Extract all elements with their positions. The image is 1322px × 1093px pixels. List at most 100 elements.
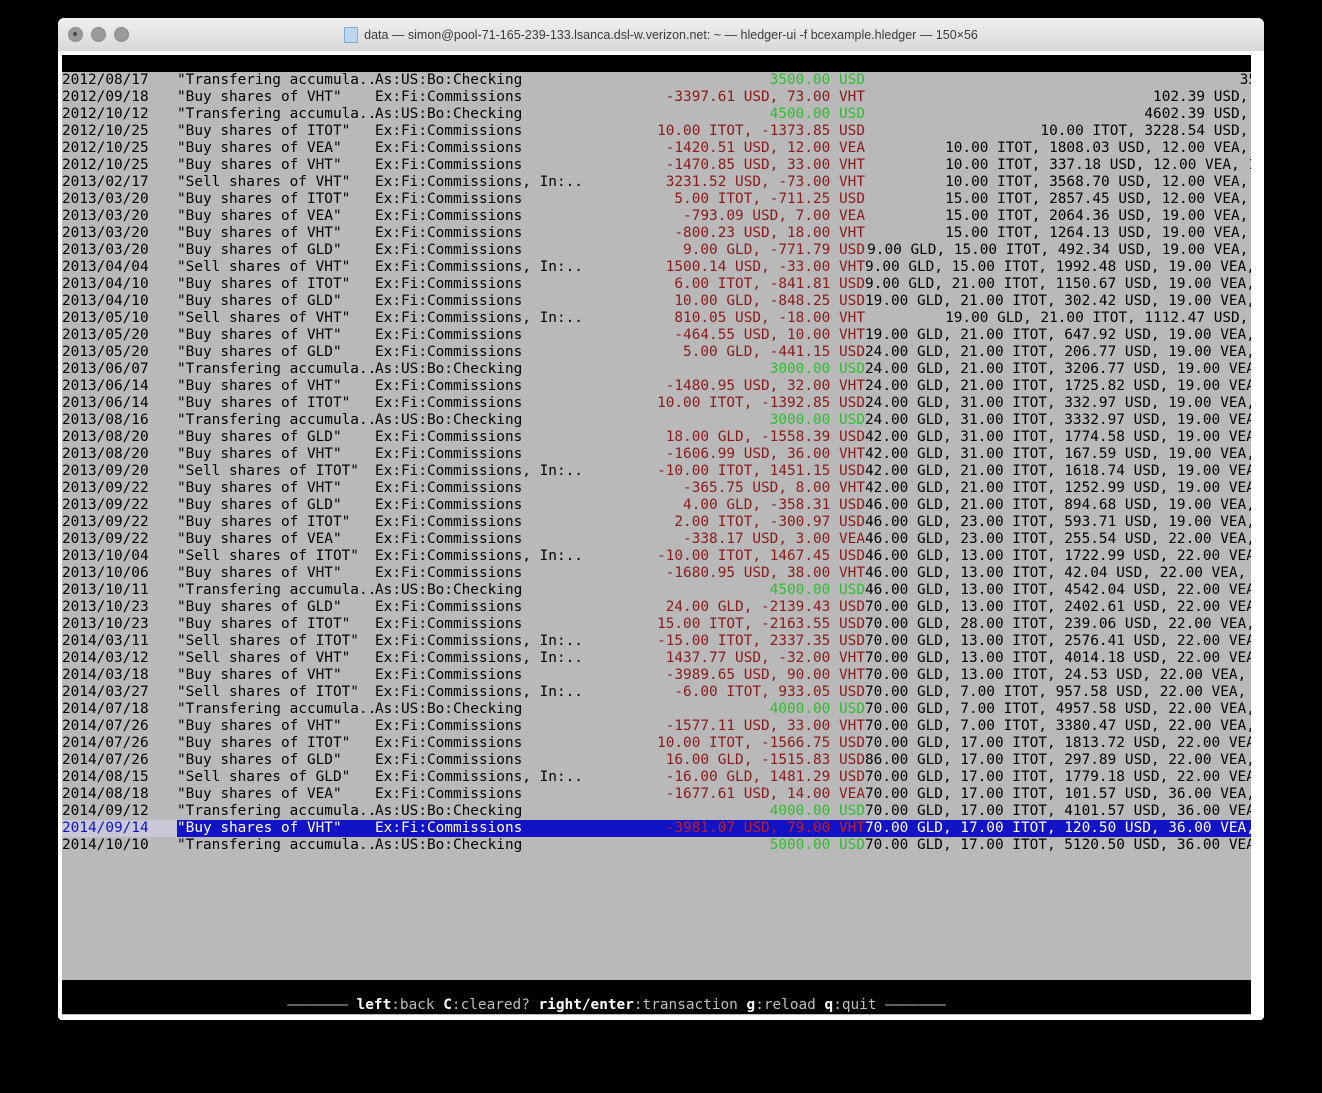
row-balance: 70.00 GLD, 17.00 ITOT, 101.57 USD, 36.00… <box>865 786 1264 802</box>
table-row[interactable]: 2013/09/22 "Buy shares of VEA" Ex:Fi:Commi… <box>62 531 1264 548</box>
table-row[interactable]: 2012/10/25 "Buy shares of VEA" Ex:Fi:Commi… <box>62 140 1264 157</box>
row-account: Ex:Fi:Commissions <box>375 157 523 173</box>
row-account: Ex:Fi:Commissions <box>375 667 523 683</box>
row-account: Ex:Fi:Commissions <box>375 123 523 139</box>
terminal-body: ——————————————————————— Assets:US:ETrade… <box>58 51 1264 1020</box>
row-date: 2013/09/22 <box>62 514 149 530</box>
table-row[interactable]: 2012/10/25 "Buy shares of ITOT" Ex:Fi:Comm… <box>62 123 1264 140</box>
row-date: 2014/07/18 <box>62 701 149 717</box>
row-amount: 10.00 ITOT, -1373.85 USD <box>657 123 865 139</box>
table-row[interactable]: 2013/04/04 "Sell shares of VHT" Ex:Fi:Comm… <box>62 259 1264 276</box>
status-key-quit[interactable]: q <box>824 997 834 1013</box>
row-date: 2014/07/26 <box>62 735 149 751</box>
window-titlebar[interactable]: data — simon@pool-71-165-239-133.lsanca.… <box>58 18 1264 52</box>
table-row[interactable]: 2013/05/20 "Buy shares of GLD" Ex:Fi:Commi… <box>62 344 1264 361</box>
table-row[interactable]: 2013/04/10 "Buy shares of GLD" Ex:Fi:Commi… <box>62 293 1264 310</box>
table-row[interactable]: 2013/10/23 "Buy shares of ITOT" Ex:Fi:Comm… <box>62 616 1264 633</box>
table-row[interactable]: 2013/09/22 "Buy shares of ITOT" Ex:Fi:Comm… <box>62 514 1264 531</box>
table-row[interactable]: 2014/09/14 "Buy shares of VHT" Ex:Fi:Commi… <box>62 820 1264 837</box>
table-row[interactable]: 2014/03/11 "Sell shares of ITOT" Ex:Fi:Com… <box>62 633 1264 650</box>
table-row[interactable]: 2013/02/17 "Sell shares of VHT" Ex:Fi:Comm… <box>62 174 1264 191</box>
row-account: Ex:Fi:Commissions <box>375 514 523 530</box>
row-date: 2013/06/14 <box>62 395 149 411</box>
window-controls[interactable] <box>68 18 129 51</box>
table-row[interactable]: 2013/04/10 "Buy shares of ITOT" Ex:Fi:Comm… <box>62 276 1264 293</box>
table-row[interactable]: 2013/05/10 "Sell shares of VHT" Ex:Fi:Comm… <box>62 310 1264 327</box>
status-key-reload[interactable]: g <box>746 997 756 1013</box>
row-amount: -15.00 ITOT, 2337.35 USD <box>657 633 865 649</box>
table-row[interactable]: 2013/09/22 "Buy shares of VHT" Ex:Fi:Commi… <box>62 480 1264 497</box>
table-row[interactable]: 2014/08/15 "Sell shares of GLD" Ex:Fi:Comm… <box>62 769 1264 786</box>
terminal-window: data — simon@pool-71-165-239-133.lsanca.… <box>58 18 1264 1020</box>
row-amount: 4500.00 USD <box>769 106 865 122</box>
table-row[interactable]: 2013/03/20 "Buy shares of VHT" Ex:Fi:Commi… <box>62 225 1264 242</box>
row-account: Ex:Fi:Commissions <box>375 446 523 462</box>
table-row[interactable]: 2014/07/18 "Transfering accumula..As:US:B… <box>62 701 1264 718</box>
row-description: "Buy shares of VHT" <box>177 378 342 394</box>
close-button[interactable] <box>68 27 83 42</box>
status-key-back[interactable]: left <box>356 997 392 1013</box>
table-row[interactable]: 2012/09/18 "Buy shares of VHT" Ex:Fi:Commi… <box>62 89 1264 106</box>
table-row[interactable]: 2013/09/20 "Sell shares of ITOT" Ex:Fi:Com… <box>62 463 1264 480</box>
row-balance: 19.00 GLD, 21.00 ITOT, 647.92 USD, 19.00… <box>865 327 1264 343</box>
table-row[interactable]: 2013/03/20 "Buy shares of VEA" Ex:Fi:Commi… <box>62 208 1264 225</box>
zoom-button[interactable] <box>114 27 129 42</box>
row-amount: -464.55 USD, 10.00 VHT <box>674 327 865 343</box>
table-row[interactable]: 2013/06/14 "Buy shares of VHT" Ex:Fi:Commi… <box>62 378 1264 395</box>
scrollbar[interactable] <box>1251 55 1264 1015</box>
table-row[interactable]: 2014/07/26 "Buy shares of VHT" Ex:Fi:Commi… <box>62 718 1264 735</box>
row-account: Ex:Fi:Commissions, In:.. <box>375 463 583 479</box>
table-row[interactable]: 2014/03/27 "Sell shares of ITOT" Ex:Fi:Com… <box>62 684 1264 701</box>
status-key-transaction[interactable]: right/enter <box>538 997 634 1013</box>
table-row[interactable]: 2014/10/10 "Transfering accumula..As:US:B… <box>62 837 1264 854</box>
row-balance: 15.00 ITOT, 1264.13 USD, 19.00 VEA, 51.0… <box>945 225 1264 241</box>
row-account: Ex:Fi:Commissions <box>375 293 523 309</box>
row-description: "Transfering accumula.. <box>177 412 377 428</box>
table-row[interactable]: 2012/10/25 "Buy shares of VHT" Ex:Fi:Commi… <box>62 157 1264 174</box>
row-balance: 9.00 GLD, 15.00 ITOT, 1992.48 USD, 19.00… <box>865 259 1264 275</box>
row-account: Ex:Fi:Commissions <box>375 276 523 292</box>
status-key-cleared?[interactable]: C <box>443 997 452 1013</box>
table-row[interactable]: 2013/10/11 "Transfering accumula..As:US:B… <box>62 582 1264 599</box>
row-description: "Buy shares of ITOT" <box>177 123 351 139</box>
table-row[interactable]: 2014/03/18 "Buy shares of VHT" Ex:Fi:Commi… <box>62 667 1264 684</box>
table-row[interactable]: 2013/08/16 "Transfering accumula..As:US:B… <box>62 412 1264 429</box>
table-row[interactable]: 2012/10/12 "Transfering accumula..As:US:B… <box>62 106 1264 123</box>
table-row[interactable]: 2014/07/26 "Buy shares of GLD" Ex:Fi:Commi… <box>62 752 1264 769</box>
row-amount: 16.00 GLD, -1515.83 USD <box>665 752 865 768</box>
row-date: 2013/08/20 <box>62 446 149 462</box>
table-row[interactable]: 2013/06/14 "Buy shares of ITOT" Ex:Fi:Comm… <box>62 395 1264 412</box>
table-row[interactable]: 2014/09/12 "Transfering accumula..As:US:B… <box>62 803 1264 820</box>
row-date: 2012/08/17 <box>62 72 149 88</box>
table-row[interactable]: 2013/03/20 "Buy shares of GLD" Ex:Fi:Commi… <box>62 242 1264 259</box>
table-row[interactable]: 2013/08/20 "Buy shares of GLD" Ex:Fi:Commi… <box>62 429 1264 446</box>
table-row[interactable]: 2014/03/12 "Sell shares of VHT" Ex:Fi:Comm… <box>62 650 1264 667</box>
table-row[interactable]: 2013/09/22 "Buy shares of GLD" Ex:Fi:Commi… <box>62 497 1264 514</box>
row-description: "Sell shares of VHT" <box>177 259 351 275</box>
minimize-button[interactable] <box>91 27 106 42</box>
transactions-list[interactable]: 2012/08/17 "Transfering accumula.. As:US:B… <box>62 72 1264 980</box>
row-date: 2013/03/20 <box>62 191 149 207</box>
row-date: 2014/10/10 <box>62 837 149 853</box>
row-date: 2013/10/06 <box>62 565 149 581</box>
row-account: Ex:Fi:Commissions <box>375 752 523 768</box>
terminal-screen[interactable]: ——————————————————————— Assets:US:ETrade… <box>62 55 1264 1015</box>
table-row[interactable]: 2013/10/04 "Sell shares of ITOT" Ex:Fi:Com… <box>62 548 1264 565</box>
row-account: Ex:Fi:Commissions, In:.. <box>375 259 583 275</box>
table-row[interactable]: 2014/07/26 "Buy shares of ITOT" Ex:Fi:Comm… <box>62 735 1264 752</box>
table-row[interactable]: 2013/08/20 "Buy shares of VHT" Ex:Fi:Commi… <box>62 446 1264 463</box>
table-row[interactable]: 2013/05/20 "Buy shares of VHT" Ex:Fi:Commi… <box>62 327 1264 344</box>
table-row[interactable]: 2012/08/17 "Transfering accumula..As:US:B… <box>62 72 1264 89</box>
row-description: "Buy shares of ITOT" <box>177 191 351 207</box>
table-row[interactable]: 2013/03/20 "Buy shares of ITOT" Ex:Fi:Comm… <box>62 191 1264 208</box>
table-row[interactable]: 2013/10/06 "Buy shares of VHT" Ex:Fi:Commi… <box>62 565 1264 582</box>
row-balance: 3500.00 USD <box>865 72 1264 89</box>
table-row[interactable]: 2013/06/07 "Transfering accumula..As:US:B… <box>62 361 1264 378</box>
table-row[interactable]: 2014/08/18 "Buy shares of VEA" Ex:Fi:Commi… <box>62 786 1264 803</box>
row-date: 2012/09/18 <box>62 89 149 105</box>
row-balance: 70.00 GLD, 13.00 ITOT, 4014.18 USD, 22.0… <box>865 650 1264 666</box>
row-account: As:US:Bo:Checking <box>375 837 523 853</box>
table-row[interactable]: 2013/10/23 "Buy shares of GLD" Ex:Fi:Commi… <box>62 599 1264 616</box>
row-description: "Buy shares of VHT" <box>177 157 342 173</box>
